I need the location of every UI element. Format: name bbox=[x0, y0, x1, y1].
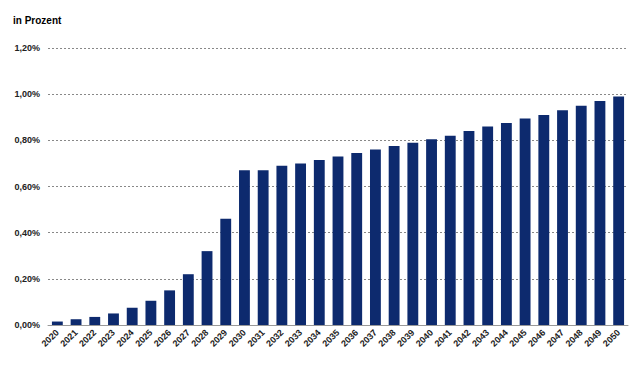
svg-text:2045: 2045 bbox=[507, 327, 528, 348]
svg-text:2037: 2037 bbox=[358, 327, 379, 348]
svg-text:2048: 2048 bbox=[564, 327, 585, 348]
svg-text:in Prozent: in Prozent bbox=[13, 15, 62, 26]
svg-text:2049: 2049 bbox=[582, 327, 603, 348]
svg-text:2034: 2034 bbox=[302, 327, 323, 348]
svg-text:2043: 2043 bbox=[470, 327, 491, 348]
svg-text:2042: 2042 bbox=[451, 327, 472, 348]
svg-text:2032: 2032 bbox=[264, 327, 285, 348]
svg-text:2026: 2026 bbox=[152, 327, 173, 348]
svg-text:0,00%: 0,00% bbox=[14, 320, 40, 330]
svg-text:2033: 2033 bbox=[283, 327, 304, 348]
svg-text:2029: 2029 bbox=[208, 327, 229, 348]
svg-text:2039: 2039 bbox=[395, 327, 416, 348]
svg-text:2050: 2050 bbox=[601, 327, 622, 348]
svg-text:0,20%: 0,20% bbox=[14, 274, 40, 284]
svg-text:2044: 2044 bbox=[489, 327, 510, 348]
svg-text:2021: 2021 bbox=[58, 327, 79, 348]
svg-text:2035: 2035 bbox=[320, 327, 341, 348]
svg-text:2022: 2022 bbox=[77, 327, 98, 348]
svg-text:1,00%: 1,00% bbox=[14, 89, 40, 99]
svg-text:2030: 2030 bbox=[227, 327, 248, 348]
svg-text:2027: 2027 bbox=[171, 327, 192, 348]
svg-text:0,60%: 0,60% bbox=[14, 182, 40, 192]
svg-text:0,80%: 0,80% bbox=[14, 135, 40, 145]
svg-text:0,40%: 0,40% bbox=[14, 228, 40, 238]
svg-text:2024: 2024 bbox=[115, 327, 136, 348]
svg-text:2046: 2046 bbox=[526, 327, 547, 348]
svg-text:2031: 2031 bbox=[245, 327, 266, 348]
svg-text:2041: 2041 bbox=[433, 327, 454, 348]
svg-text:2047: 2047 bbox=[545, 327, 566, 348]
svg-text:2023: 2023 bbox=[96, 327, 117, 348]
svg-text:2036: 2036 bbox=[339, 327, 360, 348]
svg-text:1,20%: 1,20% bbox=[14, 43, 40, 53]
svg-text:2038: 2038 bbox=[376, 327, 397, 348]
svg-text:2040: 2040 bbox=[414, 327, 435, 348]
svg-text:2025: 2025 bbox=[133, 327, 154, 348]
svg-text:2028: 2028 bbox=[189, 327, 210, 348]
svg-text:2020: 2020 bbox=[40, 327, 61, 348]
